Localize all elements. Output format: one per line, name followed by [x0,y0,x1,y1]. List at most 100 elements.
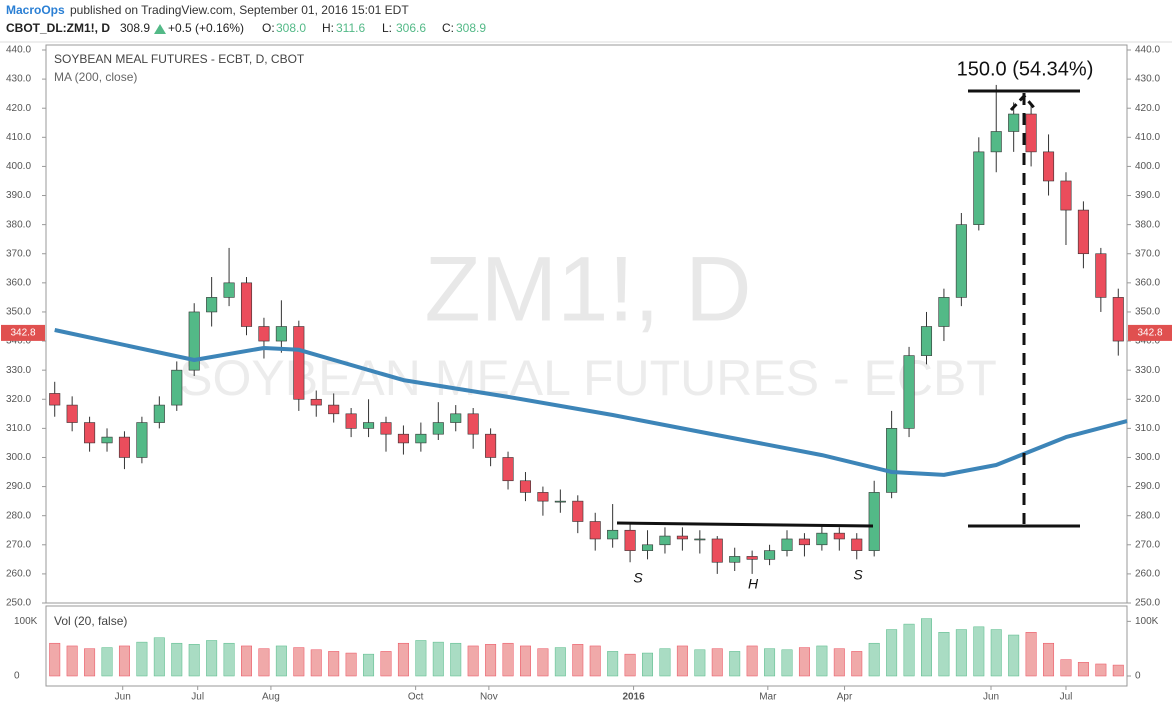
candle-body [711,538,723,563]
volume-bar [781,649,793,677]
candle-body [380,422,392,435]
volume-bar [397,642,409,677]
ohlc: O: 308.0 H: 311.6 L: 306.6 C: 308.9 [262,21,486,35]
candle-body [136,422,148,458]
candle-body [101,436,113,444]
candle-body [990,131,1002,153]
volume-bar [502,642,514,677]
candle-body [676,535,688,540]
y-tick-label: 390.0 [1135,190,1160,201]
volume-bar [241,645,252,677]
volume-bar [485,644,497,677]
y-tick-label: 430.0 [1135,74,1160,85]
y-tick-label-left: 310.0 [6,423,31,434]
candle-body [1025,113,1037,153]
y-tick-label: 270.0 [1135,539,1160,550]
volume-bar [711,648,723,677]
candle-body [519,480,532,493]
y-tick-label-left: 420.0 [6,103,31,114]
y-tick-label: 410.0 [1135,132,1160,143]
candle-body [1095,253,1107,298]
volume-bar [764,648,776,677]
candle-body [275,326,287,342]
author[interactable]: MacroOps [6,3,65,17]
candle-body [938,297,950,327]
candle-body [1008,113,1020,132]
y-tick-label: 290.0 [1135,481,1160,492]
x-tick-label: Jun [983,692,999,703]
volume-bar [118,645,130,677]
candle-body [223,282,235,298]
candle-body [973,151,985,225]
annotation: H [748,576,759,592]
volume-bar [729,651,741,677]
volume-bar [293,647,305,677]
candle-body [1077,209,1089,255]
candle-body [118,436,130,458]
volume-bar [903,623,915,677]
volume-bar [607,651,619,677]
volume-tick-label: 100K [1135,616,1159,627]
volume-bar [223,642,235,677]
y-tick-label: 350.0 [1135,307,1160,318]
y-tick-label-left: 400.0 [6,161,31,172]
candle-body [659,535,671,546]
candle-body [84,422,96,444]
volume-bar [153,637,165,677]
x-tick-label: Jun [115,692,131,703]
y-tick-label-left: 250.0 [6,598,31,609]
volume-bar [955,629,967,677]
y-tick-label: 360.0 [1135,277,1160,288]
y-tick-label-left: 320.0 [6,394,31,405]
volume-bar [101,647,113,677]
ohlc-label: C: [442,21,454,35]
volume-bar [851,651,863,677]
candle-body [886,428,898,493]
volume-bar [990,629,1002,677]
ohlc-label: O: [262,21,275,35]
indicator-label: MA (200, close) [54,70,137,84]
volume-bar [310,649,322,677]
y-tick-label: 260.0 [1135,569,1160,580]
x-tick-label: Nov [480,692,498,703]
y-tick-label-left: 290.0 [6,481,31,492]
y-tick-label-left: 380.0 [6,219,31,230]
volume-bar [694,649,706,677]
volume-bar [467,645,479,677]
x-tick-label: Jul [191,692,204,703]
chart-title: SOYBEAN MEAL FUTURES - ECBT, D, CBOT [54,52,305,66]
candle-body [624,529,636,551]
candle-body [153,404,165,423]
candle-body [467,413,479,435]
candle-body [955,224,967,298]
candle-body [1112,297,1124,342]
candle-body [537,492,549,502]
ohlc-label: L: [382,21,392,35]
volume-bar [432,641,444,677]
ohlc-value: 308.0 [276,21,306,35]
y-tick-label-left: 280.0 [6,510,31,521]
volume-bar [1095,663,1107,677]
candle-body [746,556,758,560]
x-tick-label: Mar [759,692,777,703]
volume-bar [973,626,985,677]
x-tick-label: Oct [408,692,424,703]
volume-bar [1112,664,1124,677]
published: published on TradingView.com, September … [70,3,409,17]
volume-bar [572,644,584,677]
x-tick-label: Apr [837,692,853,703]
volume-bar [676,645,688,677]
volume-bar [746,645,758,677]
candle-body [258,326,270,342]
candle-body [171,369,183,406]
candle-body [641,544,654,551]
volume-bar [1043,642,1055,677]
ohlc-value: 311.6 [336,21,365,35]
candle-body [729,556,741,563]
volume-bar [66,645,78,677]
candle-body [833,532,845,540]
candle-body [554,500,566,503]
candle-body [415,433,427,444]
y-tick-label: 250.0 [1135,598,1160,609]
ohlc-value: 306.6 [396,21,426,35]
